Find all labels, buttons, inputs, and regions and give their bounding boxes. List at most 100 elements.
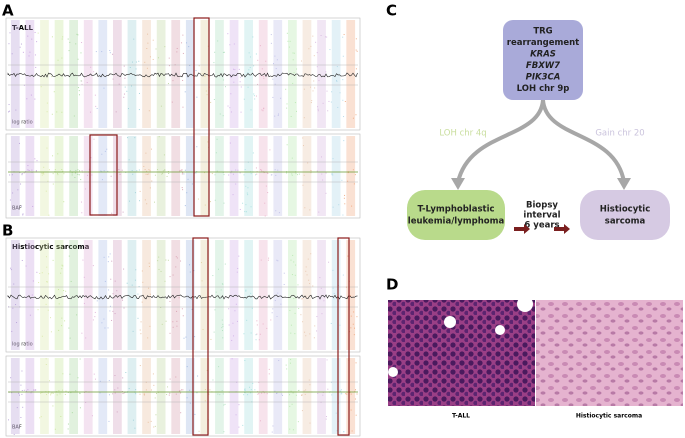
probe-dot [45,256,47,258]
probe-dot [123,268,125,270]
probe-dot [270,42,272,44]
probe-dot [344,194,346,196]
probe-dot [81,170,83,172]
probe-dot [223,431,225,433]
probe-dot [145,381,147,383]
probe-dot [51,113,53,115]
probe-dot [350,393,352,395]
probe-dot [205,90,207,92]
probe-dot [59,393,61,395]
chromosome-band [288,240,297,350]
probe-dot [222,172,224,174]
probe-dot [286,32,288,34]
probe-dot [128,159,130,161]
probe-dot [110,175,112,177]
probe-dot [239,81,241,83]
chromosome-band [273,240,283,350]
probe-dot [317,392,319,394]
probe-dot [355,389,357,391]
probe-dot [135,68,137,70]
probe-dot [108,256,110,258]
probe-dot [115,111,117,113]
chromosome-band [288,136,297,216]
chromosome-band [25,20,35,128]
probe-dot [123,65,125,67]
probe-dot [281,394,283,396]
chromosome-band [331,136,341,216]
probe-dot [155,414,157,416]
probe-dot [351,430,353,432]
probe-dot [179,169,181,171]
probe-dot [12,192,14,194]
probe-dot [286,107,288,109]
chromosome-band [215,136,224,216]
probe-dot [274,83,276,85]
probe-dot [48,273,50,275]
probe-dot [274,300,276,302]
probe-dot [211,173,213,175]
probe-dot [31,169,33,171]
panel-d: D T-ALL Histiocytic sarcoma [386,276,683,420]
probe-dot [321,313,323,315]
probe-dot [244,389,246,391]
probe-dot [104,280,106,282]
probe-dot [233,81,235,83]
probe-dot [181,170,183,172]
probe-dot [297,174,299,176]
probe-dot [161,323,163,325]
probe-dot [40,392,42,394]
probe-dot [235,414,237,416]
probe-dot [309,422,311,424]
probe-dot [11,330,13,332]
probe-dot [221,390,223,392]
probe-dot [303,174,305,176]
probe-dot [310,170,312,172]
probe-dot [276,315,278,317]
probe-dot [58,390,60,392]
probe-dot [310,45,312,47]
probe-dot [123,96,125,98]
probe-dot [35,170,37,172]
probe-dot [175,256,177,258]
probe-dot [182,172,184,174]
edge-label: Gain chr 20 [595,129,644,139]
probe-dot [293,261,295,263]
probe-dot [183,173,185,175]
probe-dot [144,61,146,63]
probe-dot [78,87,80,89]
probe-dot [126,90,128,92]
node-text: Histiocytic [600,205,651,215]
probe-dot [112,78,114,80]
probe-dot [168,172,170,174]
chromosome-band [113,358,122,434]
probe-dot [353,183,355,185]
probe-dot [68,255,70,257]
probe-dot [236,381,238,383]
probe-dot [285,88,287,90]
probe-dot [142,281,144,283]
probe-dot [287,40,289,42]
probe-dot [353,327,355,329]
probe-dot [101,179,103,181]
probe-dot [12,307,14,309]
probe-dot [99,380,101,382]
probe-dot [343,431,345,433]
probe-dot [258,381,260,383]
probe-dot [81,212,83,214]
probe-dot [301,60,303,62]
probe-dot [289,40,291,42]
probe-dot [160,105,162,107]
probe-dot [206,369,208,371]
node-text: LOH chr 9p [517,84,570,94]
probe-dot [223,174,225,176]
probe-dot [305,335,307,337]
probe-dot [342,99,344,101]
probe-dot [222,337,224,339]
probe-dot [347,180,349,182]
probe-dot [11,392,13,394]
probe-dot [157,57,159,59]
axis-label: log ratio [12,120,33,126]
probe-dot [70,280,72,282]
probe-dot [290,324,292,326]
probe-dot [127,137,129,139]
